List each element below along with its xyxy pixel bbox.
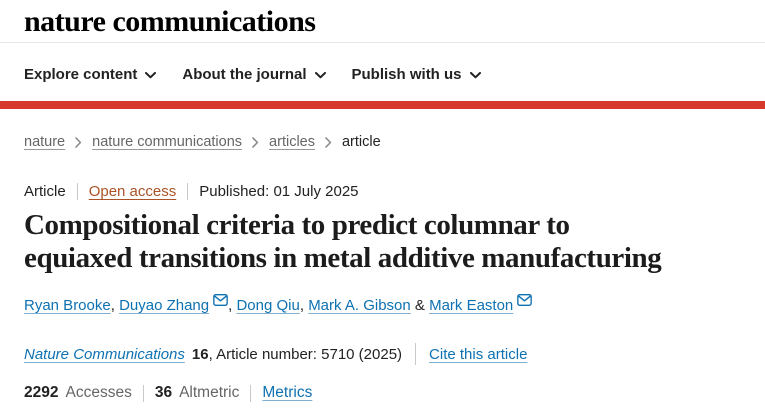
chevron-right-icon — [325, 136, 332, 148]
altmetric-label: Altmetric — [179, 384, 240, 401]
divider — [250, 384, 252, 402]
nav-explore-content[interactable]: Explore content — [24, 66, 157, 83]
divider — [187, 183, 189, 200]
cite-this-article-link[interactable]: Cite this article — [429, 345, 528, 363]
article-number: , Article number: 5710 (2025) — [208, 345, 403, 363]
chevron-down-icon — [314, 72, 326, 79]
site-header: nature communications — [0, 0, 765, 43]
chevron-right-icon — [75, 136, 82, 148]
breadcrumb-link-nature[interactable]: nature — [24, 134, 66, 150]
nav-about-the-journal[interactable]: About the journal — [182, 66, 326, 83]
journal-link[interactable]: Nature Communications — [24, 345, 185, 363]
breadcrumb: nature nature communications articles ar… — [24, 134, 741, 150]
author-separator: , — [299, 297, 309, 314]
accesses-count: 2292 — [24, 384, 59, 401]
author-separator: , — [110, 297, 120, 314]
chevron-down-icon — [145, 72, 157, 79]
chevron-down-icon — [469, 72, 481, 79]
article-type-label: Article — [24, 183, 66, 200]
altmetric-count: 36 — [154, 384, 173, 401]
author-separator: , — [228, 297, 237, 314]
breadcrumb-current: article — [341, 134, 381, 150]
article-meta: Article Open access Published: 01 July 2… — [24, 183, 741, 200]
metrics-link[interactable]: Metrics — [262, 384, 313, 401]
citation-line: Nature Communications 16, Article number… — [24, 343, 741, 365]
divider — [415, 343, 417, 365]
nav-label: Publish with us — [351, 66, 462, 83]
chevron-right-icon — [252, 136, 259, 148]
divider — [142, 384, 144, 402]
author-link-duyao-zhang[interactable]: Duyao Zhang — [119, 297, 210, 314]
volume-number: 16 — [191, 345, 209, 363]
email-icon[interactable] — [213, 294, 228, 306]
open-access-link[interactable]: Open access — [88, 183, 177, 200]
article-title: Compositional criteria to predict column… — [24, 209, 741, 275]
accesses-label: Accesses — [65, 384, 132, 401]
author-separator: & — [410, 297, 430, 314]
author-list: Ryan Brooke, Duyao Zhang, Dong Qiu, Mark… — [24, 294, 741, 317]
email-icon[interactable] — [517, 294, 533, 306]
author-link-mark-easton[interactable]: Mark Easton — [429, 297, 514, 314]
nav-label: Explore content — [24, 66, 138, 83]
author-link-mark-a-gibson[interactable]: Mark A. Gibson — [308, 297, 411, 314]
article-title-line: equiaxed transitions in metal additive m… — [24, 242, 662, 274]
divider — [76, 183, 78, 200]
breadcrumb-link-nature-communications[interactable]: nature communications — [92, 134, 243, 150]
article-title-line: Compositional criteria to predict column… — [24, 209, 570, 241]
author-link-dong-qiu[interactable]: Dong Qiu — [236, 297, 300, 314]
author-link-ryan-brooke[interactable]: Ryan Brooke — [24, 297, 111, 314]
journal-logo[interactable]: nature communications — [24, 5, 316, 38]
metrics-bar: 2292 Accesses 36 Altmetric Metrics — [24, 384, 741, 402]
brand-red-bar — [0, 101, 765, 109]
nav-publish-with-us[interactable]: Publish with us — [352, 66, 481, 83]
breadcrumb-link-articles[interactable]: articles — [269, 134, 315, 150]
published-date: Published: 01 July 2025 — [199, 183, 359, 200]
article-header-region: nature nature communications articles ar… — [0, 134, 765, 402]
main-nav: Explore content About the journal Publis… — [0, 43, 765, 101]
nav-label: About the journal — [182, 66, 307, 83]
